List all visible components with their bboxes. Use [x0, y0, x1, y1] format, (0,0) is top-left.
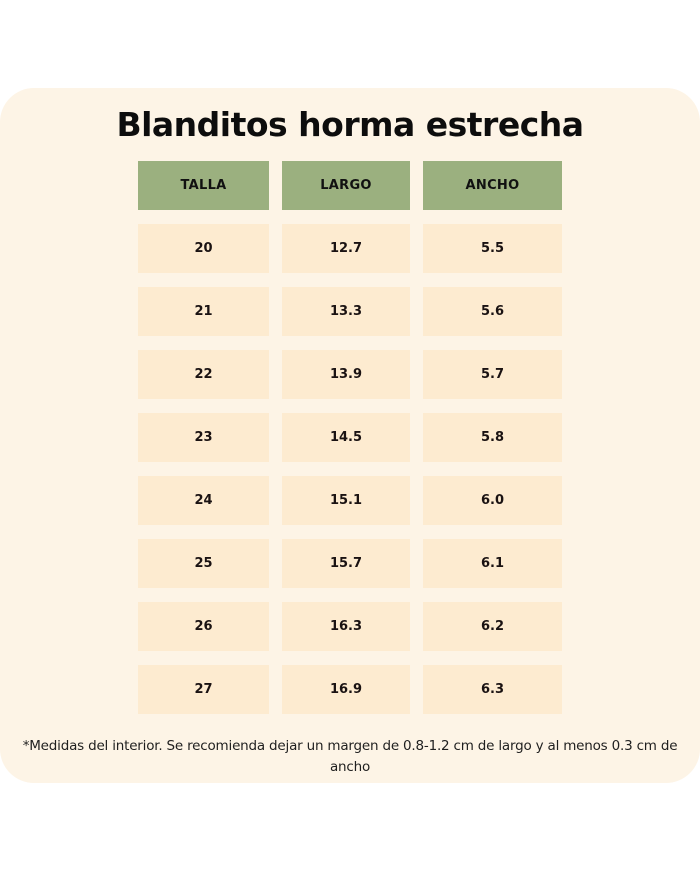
cell-largo: 13.3 — [282, 287, 410, 336]
cell-talla: 23 — [138, 413, 269, 462]
cell-ancho: 5.5 — [423, 224, 562, 273]
footnote: *Medidas del interior. Se recomienda dej… — [22, 738, 678, 775]
cell-ancho: 5.7 — [423, 350, 562, 399]
cell-talla: 20 — [138, 224, 269, 273]
cell-largo: 13.9 — [282, 350, 410, 399]
cell-talla: 24 — [138, 476, 269, 525]
cell-ancho: 5.6 — [423, 287, 562, 336]
cell-ancho: 6.0 — [423, 476, 562, 525]
cell-largo: 14.5 — [282, 413, 410, 462]
cell-talla: 22 — [138, 350, 269, 399]
cell-largo: 16.3 — [282, 602, 410, 651]
cell-talla: 26 — [138, 602, 269, 651]
column-header-ancho: ANCHO — [423, 161, 562, 210]
page-title: Blanditos horma estrecha — [116, 105, 584, 144]
cell-largo: 16.9 — [282, 665, 410, 714]
cell-talla: 25 — [138, 539, 269, 588]
cell-talla: 21 — [138, 287, 269, 336]
cell-ancho: 6.3 — [423, 665, 562, 714]
cell-largo: 15.1 — [282, 476, 410, 525]
cell-ancho: 5.8 — [423, 413, 562, 462]
cell-ancho: 6.2 — [423, 602, 562, 651]
cell-talla: 27 — [138, 665, 269, 714]
cell-largo: 15.7 — [282, 539, 410, 588]
cell-largo: 12.7 — [282, 224, 410, 273]
cell-ancho: 6.1 — [423, 539, 562, 588]
column-header-largo: LARGO — [282, 161, 410, 210]
column-header-talla: TALLA — [138, 161, 269, 210]
